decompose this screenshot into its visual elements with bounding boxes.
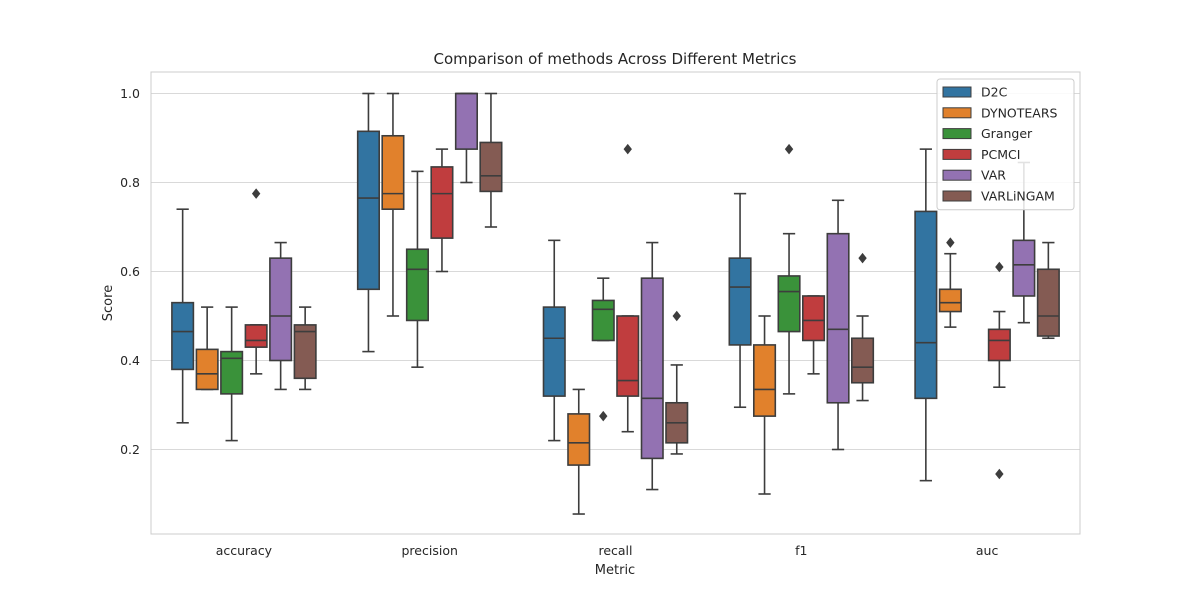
outlier-point [251, 188, 261, 199]
iqr-box [567, 413, 591, 466]
outlier-point [672, 310, 681, 322]
iqr-box [381, 134, 405, 210]
y-tick-label: 1.0 [120, 86, 140, 101]
iqr-box [293, 324, 317, 380]
iqr-box [171, 301, 195, 371]
box-granger-f1 [777, 143, 801, 395]
iqr-box [777, 275, 801, 333]
iqr-box [591, 299, 615, 342]
outlier-point [623, 143, 632, 155]
iqr-box [728, 257, 752, 346]
x-axis-ticks: accuracy precision recall f1 auc [216, 543, 999, 558]
iqr-box [616, 315, 640, 397]
x-tick-label: accuracy [216, 543, 273, 558]
box-pcmci-precision [430, 148, 454, 273]
outlier-point [995, 468, 1004, 480]
legend-label: VARLiNGAM [981, 189, 1055, 204]
box-d2c-f1 [728, 192, 752, 409]
outlier-point [599, 410, 608, 422]
box-pcmci-accuracy [244, 188, 268, 375]
x-axis-label: Metric [595, 563, 635, 578]
box-dynotears-recall [567, 388, 591, 515]
outlier-point [858, 252, 867, 264]
y-axis-ticks: 0.2 0.4 0.6 0.8 1.0 [120, 86, 140, 457]
iqr-box [850, 337, 875, 384]
box-pcmci-f1 [801, 295, 826, 375]
y-tick-label: 0.8 [120, 175, 140, 190]
legend-swatch [942, 86, 972, 98]
iqr-box [356, 130, 381, 291]
iqr-box [244, 324, 268, 348]
iqr-box [752, 344, 777, 417]
x-tick-label: f1 [795, 543, 807, 558]
legend: D2C DYNOTEARS Granger PCMCI VAR VARLiNGAM [936, 78, 1075, 211]
box-pcmci-auc [987, 261, 1011, 480]
box-var-f1 [826, 199, 850, 451]
y-tick-label: 0.2 [120, 442, 140, 457]
box-var-recall [640, 241, 664, 491]
iqr-box [269, 257, 293, 362]
legend-label: D2C [981, 85, 1008, 100]
box-var-accuracy [269, 241, 293, 391]
box-var-precision [454, 92, 479, 184]
box-d2c-recall [542, 239, 566, 442]
iqr-box [914, 210, 938, 400]
iqr-box [826, 232, 850, 404]
iqr-box [195, 348, 219, 391]
legend-label: PCMCI [981, 147, 1020, 162]
x-tick-label: recall [598, 543, 632, 558]
y-tick-label: 0.4 [120, 353, 140, 368]
box-varlingam-recall [665, 310, 689, 455]
box-dynotears-precision [381, 92, 405, 317]
outlier-point [784, 143, 794, 155]
legend-swatch [942, 190, 972, 202]
legend-swatch [942, 128, 972, 140]
iqr-box [454, 92, 479, 150]
iqr-box [1036, 268, 1060, 337]
iqr-box [640, 277, 664, 460]
box-varlingam-accuracy [293, 306, 317, 391]
iqr-box [938, 288, 962, 313]
iqr-box [542, 306, 566, 397]
chart-title: Comparison of methods Across Different M… [434, 50, 797, 68]
box-d2c-precision [356, 92, 381, 353]
box-varlingam-precision [479, 92, 503, 228]
box-granger-recall [591, 277, 615, 422]
legend-label: VAR [981, 168, 1006, 183]
box-d2c-accuracy [171, 208, 195, 424]
legend-label: Granger [981, 126, 1033, 141]
box-granger-precision [405, 170, 430, 368]
iqr-box [479, 141, 503, 193]
legend-label: DYNOTEARS [981, 105, 1058, 120]
x-tick-label: precision [402, 543, 458, 558]
iqr-box [405, 248, 430, 322]
y-tick-label: 0.6 [120, 264, 140, 279]
iqr-box [220, 350, 244, 395]
iqr-box [801, 295, 826, 342]
outlier-point [995, 261, 1004, 273]
plot-area-frame [150, 71, 1081, 535]
box-pcmci-recall [616, 143, 640, 433]
box-dynotears-accuracy [195, 306, 219, 391]
y-axis-label: Score [101, 285, 116, 321]
box-dynotears-auc [938, 237, 962, 328]
outlier-point [946, 237, 955, 248]
box-d2c-auc [914, 148, 938, 482]
legend-swatch [942, 107, 972, 119]
legend-swatch [942, 169, 972, 181]
box-granger-accuracy [220, 306, 244, 442]
iqr-box [1012, 239, 1036, 297]
legend-swatch [942, 148, 972, 160]
iqr-box [430, 166, 454, 239]
x-tick-label: auc [976, 543, 999, 558]
box-varlingam-auc [1036, 241, 1060, 340]
boxes-layer [171, 92, 1060, 515]
box-dynotears-f1 [752, 315, 777, 495]
box-varlingam-f1 [850, 252, 875, 402]
iqr-box [987, 328, 1011, 362]
